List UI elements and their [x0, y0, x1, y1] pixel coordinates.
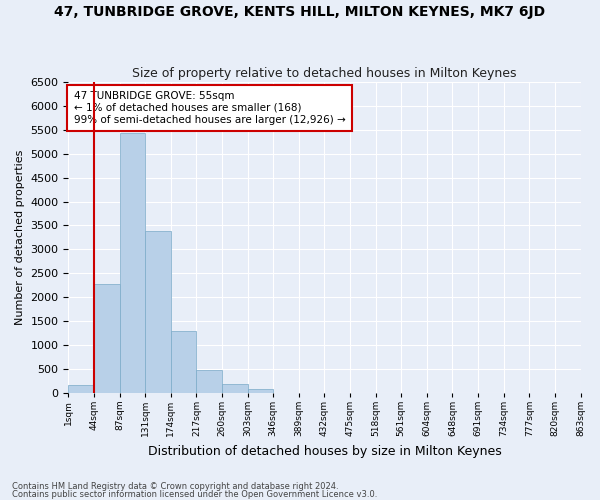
Bar [248, 389, 273, 393]
Bar [94, 284, 119, 393]
Bar [68, 385, 94, 393]
Text: 47, TUNBRIDGE GROVE, KENTS HILL, MILTON KEYNES, MK7 6JD: 47, TUNBRIDGE GROVE, KENTS HILL, MILTON … [55, 5, 545, 19]
Bar [171, 331, 196, 393]
Bar [196, 370, 222, 393]
Bar [145, 231, 171, 393]
Text: 47 TUNBRIDGE GROVE: 55sqm
← 1% of detached houses are smaller (168)
99% of semi-: 47 TUNBRIDGE GROVE: 55sqm ← 1% of detach… [74, 92, 345, 124]
X-axis label: Distribution of detached houses by size in Milton Keynes: Distribution of detached houses by size … [148, 444, 502, 458]
Y-axis label: Number of detached properties: Number of detached properties [15, 150, 25, 325]
Bar [119, 133, 145, 393]
Bar [222, 384, 248, 393]
Text: Contains public sector information licensed under the Open Government Licence v3: Contains public sector information licen… [12, 490, 377, 499]
Text: Contains HM Land Registry data © Crown copyright and database right 2024.: Contains HM Land Registry data © Crown c… [12, 482, 338, 491]
Title: Size of property relative to detached houses in Milton Keynes: Size of property relative to detached ho… [132, 66, 517, 80]
